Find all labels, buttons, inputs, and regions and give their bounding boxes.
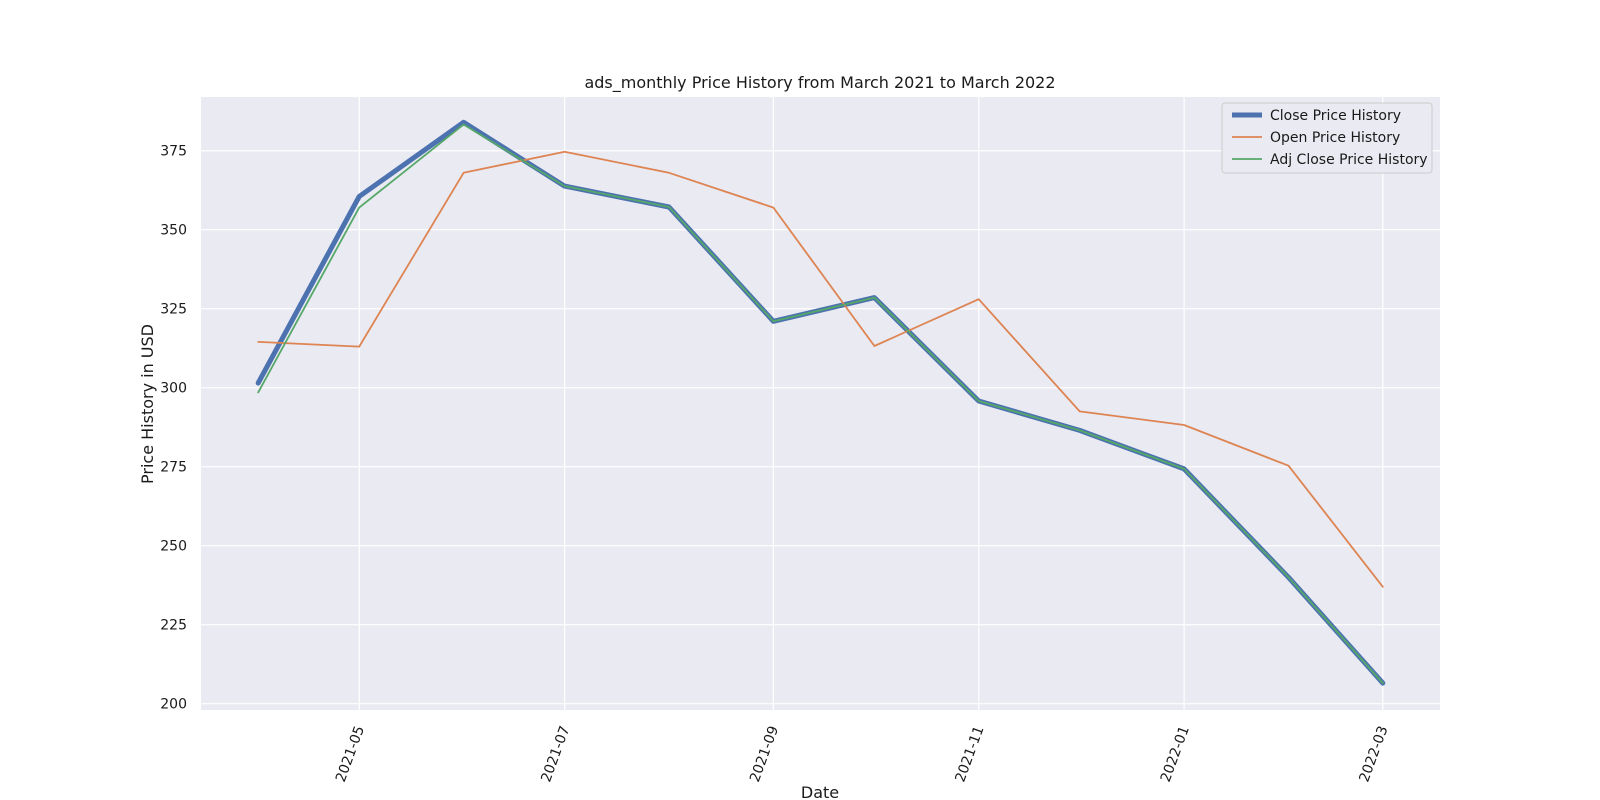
chart-title: ads_monthly Price History from March 202…: [584, 73, 1055, 93]
x-tick-label: 2022-03: [1356, 724, 1391, 784]
plot-area: [201, 97, 1440, 710]
legend-label-adj-close: Adj Close Price History: [1270, 152, 1428, 168]
y-tick-label: 325: [160, 302, 187, 318]
legend-label-close: Close Price History: [1270, 108, 1401, 124]
y-tick-label: 375: [160, 144, 187, 160]
x-axis-label: Date: [801, 783, 839, 800]
y-axis-label: Price History in USD: [138, 324, 157, 484]
y-tick-label: 350: [160, 223, 187, 239]
adj-close-price-line: [257, 123, 1384, 684]
y-tick-label: 275: [160, 460, 187, 476]
x-tick-label: 2021-05: [333, 724, 368, 784]
x-tick-label: 2021-09: [747, 724, 782, 784]
y-tick-label: 225: [160, 618, 187, 634]
series-lines: [255, 119, 1386, 686]
legend-box: [1221, 102, 1433, 174]
y-tick-label: 200: [160, 697, 187, 713]
x-tick-label: 2021-07: [538, 724, 573, 784]
x-tick-label: 2022-01: [1158, 724, 1193, 784]
y-tick-label: 300: [160, 381, 187, 397]
y-tick-label: 250: [160, 539, 187, 555]
legend-label-open: Open Price History: [1270, 130, 1400, 146]
open-price-line: [257, 150, 1384, 588]
legend: Close Price History Open Price History A…: [1221, 102, 1433, 174]
x-tick-label: 2021-11: [952, 724, 987, 784]
